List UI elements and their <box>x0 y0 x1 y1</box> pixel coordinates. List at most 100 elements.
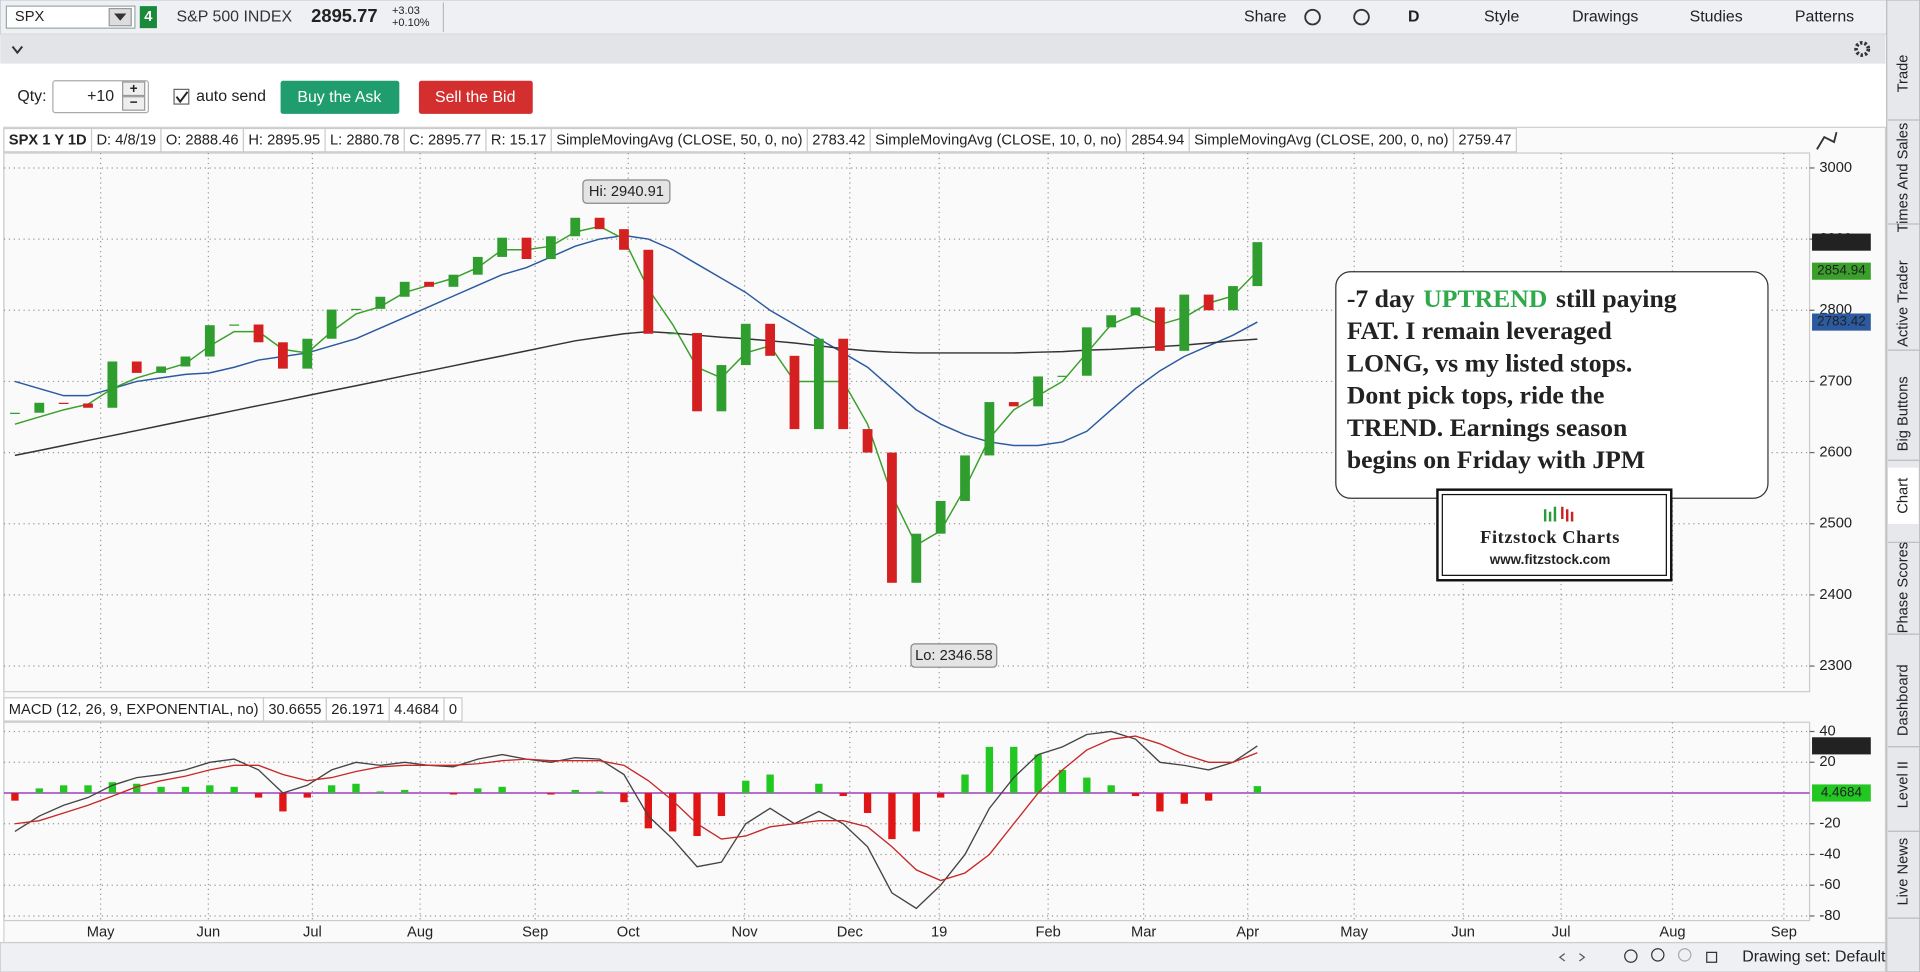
ohlc-info: O: 2888.46 <box>166 133 239 149</box>
side-tab[interactable]: Times And Sales <box>1896 123 1912 233</box>
y-tick-label: 40 <box>1819 723 1835 739</box>
candle <box>83 403 93 408</box>
y-tick-label: 2400 <box>1819 587 1852 603</box>
histogram-bar <box>35 788 43 793</box>
symbol: SPX <box>15 9 45 25</box>
histogram-bar <box>230 786 238 793</box>
candle <box>643 249 654 334</box>
logo-icon-green <box>1543 506 1557 522</box>
candle <box>278 342 288 369</box>
histogram-bar <box>766 774 774 793</box>
y-tick-label: -20 <box>1819 816 1840 832</box>
candle <box>692 333 702 412</box>
qty-up[interactable] <box>122 81 146 97</box>
logo-box <box>1436 488 1673 582</box>
candle <box>204 325 215 357</box>
histogram-bar <box>1034 754 1042 793</box>
side-tab[interactable]: Level II <box>1896 761 1912 808</box>
x-tick-label: Sep <box>1771 925 1797 941</box>
auto-send-checkbox[interactable] <box>173 88 190 105</box>
histogram-bar <box>401 789 409 793</box>
candle <box>838 338 849 430</box>
histogram-bar <box>912 792 920 832</box>
plus-icon: + <box>130 81 138 96</box>
toolbar-button-label: Patterns <box>1795 8 1854 25</box>
side-tab[interactable]: Phase Scores <box>1896 542 1912 633</box>
link-group-box[interactable] <box>139 6 157 29</box>
zoom-out[interactable] <box>1677 948 1692 962</box>
buy-label: Buy the Ask <box>297 89 381 106</box>
logo-url: www.fitzstock.com <box>1489 552 1611 567</box>
histogram-bar <box>742 780 750 793</box>
side-tabs: Trade Times And Sales Active Trader Big But… <box>1887 55 1920 919</box>
note-line: FAT. I remain leveraged <box>1347 316 1612 345</box>
ohlc-info: R: 15.17 <box>491 133 547 149</box>
candle <box>1106 315 1117 328</box>
note-lines: FAT. I remain leveraged LONG, vs my liste… <box>1347 316 1645 474</box>
study-name: MACD (12, 26, 9, EXPONENTIAL, no) <box>9 702 259 718</box>
symbol-box[interactable] <box>5 5 136 29</box>
histogram-bar <box>327 785 336 793</box>
annotation-box <box>910 643 998 668</box>
histogram-bar <box>84 785 92 793</box>
x-tick-label: Aug <box>407 925 433 941</box>
candle <box>862 429 873 453</box>
candle <box>960 455 970 501</box>
side-tab[interactable]: Big Buttons <box>1896 376 1912 451</box>
annotation-box <box>582 179 671 204</box>
candle <box>570 217 581 237</box>
side-tab[interactable]: Live News <box>1896 838 1912 906</box>
y-tick-label: 2600 <box>1819 444 1852 460</box>
candle <box>34 402 45 413</box>
candle <box>156 366 166 373</box>
qty-label: Qty: <box>17 88 46 105</box>
study-value: 2783.42 <box>812 133 865 149</box>
candle <box>472 256 483 275</box>
change-pct: +0.10% <box>392 17 430 29</box>
side-tab[interactable]: Chart <box>1896 478 1912 514</box>
macd-line <box>14 735 1258 882</box>
description: S&P 500 INDEX <box>177 8 293 25</box>
buy-button[interactable] <box>280 80 400 114</box>
crosshair-tool[interactable] <box>1624 949 1638 963</box>
toolbar-button-label: Studies <box>1690 8 1743 25</box>
last-price-badge-bg <box>1812 233 1871 251</box>
side-tab[interactable]: Active Trader <box>1896 260 1912 347</box>
side-tab[interactable]: Trade <box>1896 55 1912 93</box>
charts: 23002400250026002700280029003000Hi: 2940… <box>3 127 1871 941</box>
pan-tool[interactable] <box>1706 951 1718 963</box>
active-tab[interactable] <box>1887 467 1919 524</box>
sma-badge: 2783.42 <box>1817 314 1866 329</box>
scroll-arrows[interactable] <box>1558 953 1586 962</box>
candle <box>302 338 313 369</box>
candle <box>1033 376 1043 407</box>
candle <box>131 361 142 373</box>
annotation: Hi: 2940.91 <box>589 184 664 200</box>
histogram-bar <box>474 788 482 793</box>
hist-badge-bg <box>1812 784 1871 802</box>
toolbar-icon[interactable] <box>1304 8 1321 26</box>
sell-button[interactable] <box>418 80 533 114</box>
qty-down[interactable] <box>122 96 146 111</box>
chart-title: SPX 1 Y 1D <box>9 133 87 149</box>
collapse-chevron[interactable] <box>11 45 24 55</box>
candle <box>667 333 678 335</box>
settings-gear[interactable] <box>1854 41 1871 57</box>
study-name: SimpleMovingAvg (CLOSE, 10, 0, no) <box>875 133 1121 149</box>
study-value: 2759.47 <box>1458 133 1511 149</box>
candle <box>984 402 995 456</box>
logo-name: Fitzstock Charts <box>1480 527 1620 547</box>
candle <box>375 296 386 309</box>
sma-badge-bg <box>1812 262 1871 280</box>
zoom-in[interactable] <box>1651 948 1665 962</box>
side-tab[interactable]: Dashboard <box>1896 664 1912 736</box>
toolbar-icon[interactable] <box>1353 8 1370 26</box>
chart-style-icon[interactable] <box>1816 131 1838 150</box>
histogram-bar <box>936 792 945 798</box>
logo-inner <box>1441 493 1667 576</box>
x-tick-label: Jul <box>303 925 322 941</box>
candle <box>1008 402 1019 407</box>
histogram-bar <box>888 792 896 840</box>
sma-badge: 2854.94 <box>1817 263 1866 278</box>
